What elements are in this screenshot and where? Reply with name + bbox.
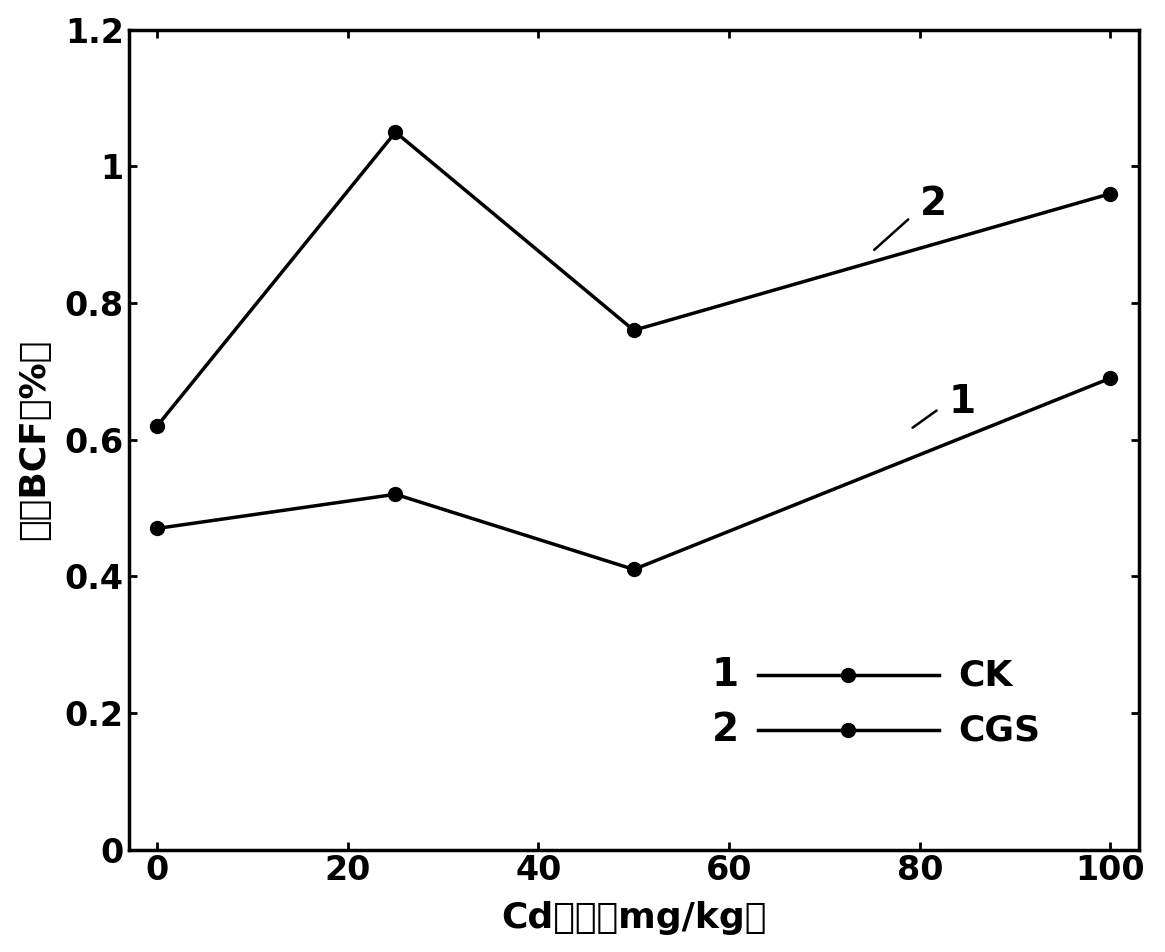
Text: 1: 1 bbox=[948, 383, 975, 421]
Text: 2: 2 bbox=[712, 711, 739, 749]
Text: 1: 1 bbox=[712, 656, 739, 694]
Text: CK: CK bbox=[958, 659, 1012, 692]
Text: CGS: CGS bbox=[958, 713, 1040, 747]
Text: 2: 2 bbox=[920, 185, 947, 223]
X-axis label: Cd浓度（mg/kg）: Cd浓度（mg/kg） bbox=[501, 902, 767, 935]
Y-axis label: 根部BCF（%）: 根部BCF（%） bbox=[16, 339, 50, 540]
